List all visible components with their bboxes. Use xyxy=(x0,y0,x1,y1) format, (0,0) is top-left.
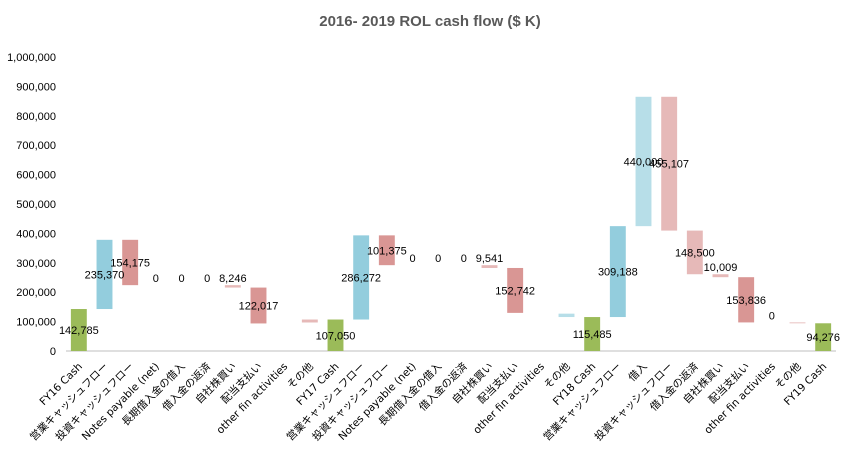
data-label: 9,541 xyxy=(476,253,504,265)
waterfall-bar xyxy=(481,265,498,268)
data-label: 286,272 xyxy=(341,272,381,284)
data-label: 101,375 xyxy=(367,245,407,257)
waterfall-bar xyxy=(635,96,652,227)
waterfall-bar xyxy=(224,285,241,288)
data-label: 148,500 xyxy=(675,247,715,259)
data-label: 0 xyxy=(178,273,184,285)
data-label: 235,370 xyxy=(85,269,125,281)
y-tick-label: 200,000 xyxy=(16,287,56,299)
y-tick-label: 300,000 xyxy=(16,258,56,270)
data-label: 152,742 xyxy=(495,285,535,297)
y-tick-label: 100,000 xyxy=(16,317,56,329)
y-tick-label: 900,000 xyxy=(16,81,56,93)
data-label: 0 xyxy=(204,273,210,285)
waterfall-bar xyxy=(353,235,370,320)
data-label: 0 xyxy=(435,253,441,265)
y-tick-label: 400,000 xyxy=(16,228,56,240)
data-label: 122,017 xyxy=(239,301,279,313)
waterfall-bar xyxy=(609,226,626,318)
y-axis-ticks: 0 100,000 200,000 300,000 400,000 500,000 600,… xyxy=(7,52,56,358)
waterfall-bar xyxy=(122,239,139,286)
chart-title: 2016- 2019 ROL cash flow ($ K) xyxy=(319,13,540,30)
data-label: 10,009 xyxy=(704,262,738,274)
waterfall-bar xyxy=(712,274,729,278)
data-label: 154,175 xyxy=(110,257,150,269)
waterfall-bar xyxy=(815,323,832,351)
data-label: 0 xyxy=(461,253,467,265)
waterfall-bar xyxy=(661,96,678,231)
data-label: 153,836 xyxy=(726,295,766,307)
y-tick-label: 700,000 xyxy=(16,140,56,152)
data-label: 107,050 xyxy=(316,330,356,342)
waterfall-bar xyxy=(96,239,113,310)
data-label: 455,107 xyxy=(649,159,689,171)
y-tick-label: 1,000,000 xyxy=(7,52,56,64)
y-tick-label: 500,000 xyxy=(16,199,56,211)
data-label: 440,000 xyxy=(624,156,664,168)
waterfall-bar xyxy=(686,230,703,275)
data-label: 8,246 xyxy=(219,273,247,285)
waterfall-bar xyxy=(738,277,755,323)
waterfall-bar xyxy=(70,309,87,351)
data-label: 0 xyxy=(153,273,159,285)
waterfall-bar xyxy=(327,319,344,351)
y-tick-label: 600,000 xyxy=(16,170,56,182)
waterfall-bar xyxy=(558,313,575,318)
y-tick-label: 800,000 xyxy=(16,111,56,123)
data-label: 115,485 xyxy=(573,329,612,341)
waterfall-bar xyxy=(584,317,601,351)
data-label: 309,188 xyxy=(598,267,638,279)
waterfall-bar xyxy=(250,287,267,324)
waterfall-bar xyxy=(301,319,318,323)
bars-group xyxy=(70,96,832,351)
data-label: 94,276 xyxy=(806,332,840,344)
waterfall-bar xyxy=(789,322,806,324)
data-label: 0 xyxy=(409,253,415,265)
data-label: 142,785 xyxy=(59,325,99,337)
y-tick-label: 0 xyxy=(50,346,56,358)
data-label: 0 xyxy=(769,310,775,322)
waterfall-bar xyxy=(378,235,395,266)
waterfall-bar xyxy=(507,267,524,313)
